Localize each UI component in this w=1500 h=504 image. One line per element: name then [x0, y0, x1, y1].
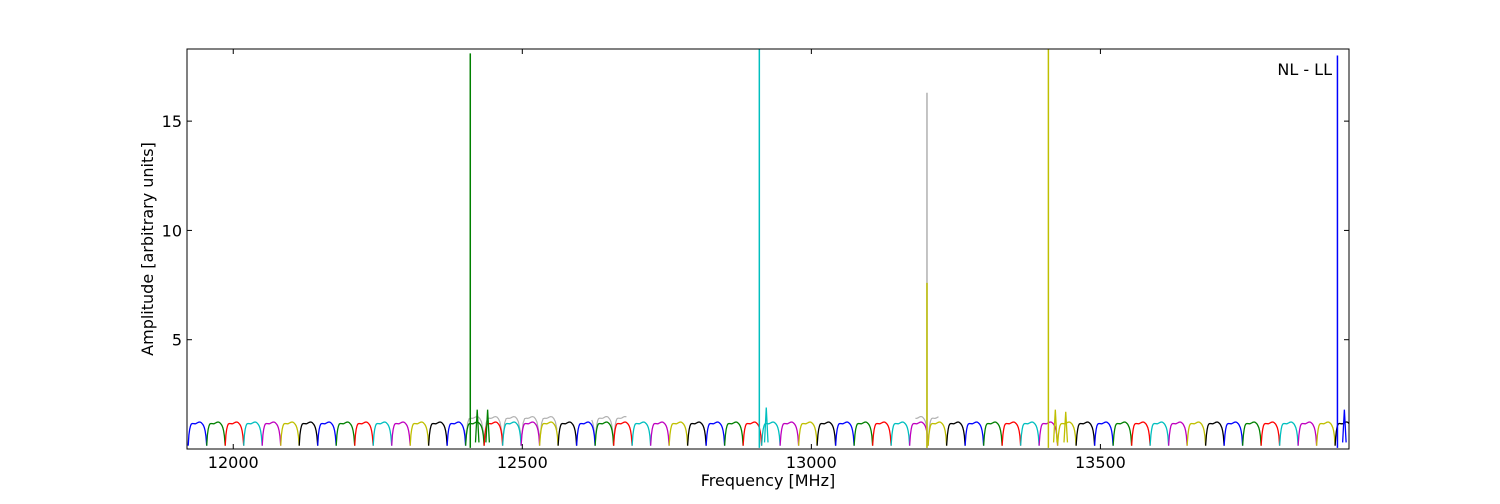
ticks-layer: 12000 12500 13000 13500 5 10 15 — [162, 49, 1349, 472]
band-series-line — [871, 421, 892, 446]
spike-bump — [1341, 409, 1347, 443]
band-series-line — [391, 421, 411, 446]
band-series-line — [1112, 421, 1133, 446]
spike-bump — [1063, 411, 1069, 443]
band-series-line — [1186, 421, 1207, 446]
band-series-line — [705, 421, 726, 446]
band-series-line — [187, 421, 208, 446]
band-series-line — [631, 421, 652, 446]
band-series-line — [1149, 421, 1170, 446]
y-tick-label: 5 — [172, 331, 182, 350]
band-series-line — [908, 421, 929, 446]
background-series-segment — [463, 415, 558, 439]
band-series-line — [372, 421, 393, 446]
band-series-line — [797, 421, 818, 446]
band-series-line — [890, 421, 911, 446]
band-series-line — [686, 421, 707, 446]
band-series-line — [243, 421, 263, 446]
band-series-line — [668, 421, 689, 446]
band-series-line — [816, 421, 837, 446]
band-series-line — [224, 421, 245, 446]
band-series-line — [427, 421, 448, 446]
band-series-line — [335, 421, 356, 446]
plot-annotation: NL - LL — [1277, 60, 1332, 79]
band-series-line — [298, 421, 319, 446]
band-series-line — [1223, 421, 1244, 446]
band-series-line — [982, 421, 1003, 446]
background-series-segment — [591, 416, 627, 446]
band-series-line — [1241, 421, 1262, 446]
y-axis-label: Amplitude [arbitrary units] — [138, 142, 157, 356]
spike-bump — [474, 409, 480, 443]
band-series-line — [575, 421, 596, 446]
band-series-line — [446, 421, 467, 446]
y-tick-label: 10 — [162, 221, 182, 240]
plot-frame — [186, 48, 1350, 450]
band-series-line — [1315, 421, 1336, 446]
band-series-line — [964, 421, 985, 446]
band-series-line — [760, 421, 781, 446]
band-series-line — [520, 421, 541, 446]
x-tick-label: 13000 — [786, 453, 837, 472]
band-series-line — [1001, 421, 1022, 446]
band-series-line — [1019, 421, 1040, 446]
band-series-line — [649, 421, 670, 446]
band-series-line — [557, 421, 578, 446]
x-tick-label: 12500 — [497, 453, 548, 472]
x-axis-label: Frequency [MHz] — [701, 471, 835, 490]
band-series-line — [1075, 421, 1096, 446]
band-series-line — [834, 421, 855, 446]
spike-bump — [485, 409, 491, 443]
band-series-line — [464, 421, 485, 446]
band-series-line — [1167, 421, 1188, 446]
band-series-line — [538, 421, 559, 446]
band-series-line — [612, 421, 633, 446]
spike-bump — [1052, 409, 1058, 443]
band-series-line — [1093, 421, 1114, 446]
band-series-line — [1278, 421, 1299, 446]
band-series-line — [317, 421, 337, 446]
band-series-line — [501, 421, 522, 446]
band-series-line — [1204, 421, 1225, 446]
band-series-line — [779, 421, 800, 446]
band-series-line — [1130, 421, 1151, 446]
band-series-line — [261, 421, 282, 446]
series-layer — [187, 49, 1350, 448]
band-series-line — [1297, 421, 1318, 446]
band-series-line — [853, 421, 874, 446]
band-series-line — [723, 421, 744, 446]
band-series-line — [594, 421, 615, 446]
band-series-line — [1260, 421, 1281, 446]
y-tick-label: 15 — [162, 112, 182, 131]
band-series-line — [409, 421, 430, 446]
band-series-line — [206, 421, 226, 446]
spike-bump — [763, 407, 769, 443]
band-series-line — [354, 421, 374, 446]
x-tick-label: 13500 — [1075, 453, 1126, 472]
x-tick-label: 12000 — [208, 453, 259, 472]
band-series-line — [945, 421, 966, 446]
band-series-line — [280, 421, 300, 446]
band-series-line — [927, 421, 948, 446]
